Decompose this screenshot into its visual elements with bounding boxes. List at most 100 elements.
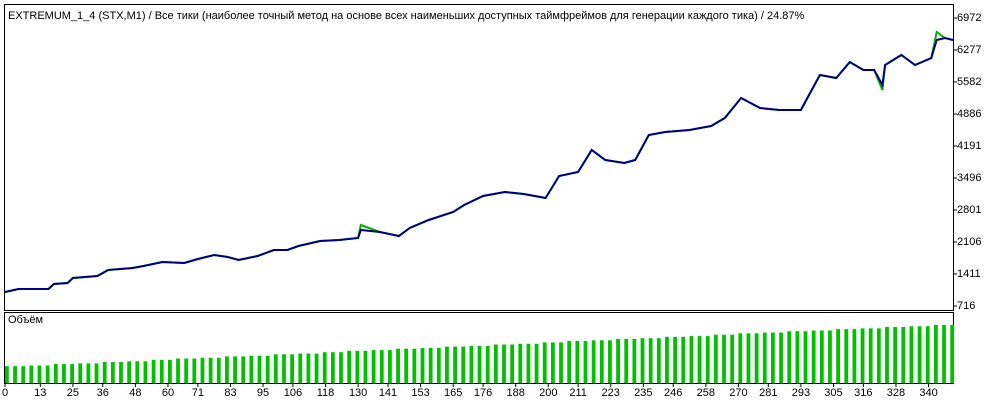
volume-bar <box>176 358 180 383</box>
volume-bar <box>379 350 384 383</box>
volume-bar <box>697 336 702 383</box>
volume-bar <box>640 338 645 383</box>
volume-bar <box>314 353 319 383</box>
volume-bar <box>436 348 441 383</box>
y-tick-label: 3496 <box>957 172 981 184</box>
volume-bar <box>45 365 50 383</box>
volume-bar <box>510 344 515 383</box>
volume-bar <box>110 362 115 383</box>
volume-bar <box>518 343 523 383</box>
volume-bar <box>355 350 360 383</box>
volume-bar <box>868 328 873 383</box>
volume-bar <box>689 336 694 383</box>
volume-bar <box>273 354 278 383</box>
volume-bar <box>893 327 898 383</box>
volume-bar <box>559 342 563 383</box>
volume-bar <box>371 350 376 383</box>
volume-bar <box>167 359 172 383</box>
volume-bar <box>135 361 140 383</box>
volume-bar <box>200 357 205 383</box>
volume-bar <box>616 338 620 383</box>
volume-bar <box>722 334 726 383</box>
volume-bar <box>469 345 474 383</box>
volume-bar <box>461 346 466 383</box>
x-tick-label: 293 <box>792 387 810 399</box>
volume-bar <box>942 324 946 383</box>
x-tick-label: 25 <box>67 387 79 399</box>
x-tick-label: 60 <box>162 387 174 399</box>
y-tick-label: 2801 <box>957 204 981 216</box>
volume-bar <box>502 344 506 383</box>
x-tick-label: 211 <box>569 387 587 399</box>
volume-bar <box>265 355 270 383</box>
volume-bar <box>306 353 311 383</box>
volume-bar <box>428 348 433 383</box>
volume-bar <box>70 364 74 383</box>
volume-bar <box>567 341 572 383</box>
x-tick-label: 235 <box>634 387 652 399</box>
volume-bar <box>909 326 914 383</box>
volume-bar <box>526 343 531 383</box>
volume-bar <box>13 366 17 383</box>
y-tick-label: 2106 <box>957 236 981 248</box>
volume-bar <box>828 330 832 383</box>
volume-bar <box>119 362 123 383</box>
volume-bar <box>876 328 881 383</box>
y-tick-label: 1411 <box>957 268 981 280</box>
volume-bar <box>241 356 246 383</box>
volume-bar <box>249 355 254 383</box>
volume-bar <box>192 358 197 383</box>
x-tick-label: 246 <box>664 387 682 399</box>
volume-bar <box>534 343 539 383</box>
volume-bar <box>396 348 400 383</box>
volume-bar <box>257 355 262 383</box>
volume-bar <box>819 330 824 383</box>
volume-bar <box>225 356 229 383</box>
volume-bar <box>233 356 237 383</box>
volume-bar <box>754 333 759 383</box>
x-tick-label: 223 <box>602 387 620 399</box>
x-tick-label: 48 <box>129 387 141 399</box>
volume-bar <box>485 345 490 383</box>
volume-bar <box>844 329 849 383</box>
x-tick-label: 71 <box>192 387 204 399</box>
x-tick-label: 281 <box>759 387 777 399</box>
x-tick-label: 0 <box>2 387 8 399</box>
volume-bar <box>591 340 596 383</box>
x-tick-label: 176 <box>474 387 492 399</box>
volume-bar <box>53 364 58 383</box>
volume-bar <box>771 332 775 383</box>
x-tick-label: 36 <box>97 387 109 399</box>
volume-bar <box>493 344 498 383</box>
volume-title: Объём <box>8 314 43 326</box>
volume-bar <box>811 330 816 383</box>
x-tick-label: 153 <box>411 387 429 399</box>
x-tick-label: 95 <box>257 387 269 399</box>
volume-bar <box>852 329 857 383</box>
volume-bar <box>738 333 743 383</box>
volume-bar <box>762 332 767 383</box>
volume-bar <box>950 324 955 383</box>
x-tick-label: 165 <box>444 387 462 399</box>
volume-bar <box>803 331 808 383</box>
volume-bar <box>102 362 107 383</box>
volume-bar <box>282 354 286 383</box>
volume-bar <box>477 345 482 383</box>
volume-bar <box>37 365 42 383</box>
volume-bar <box>673 336 678 383</box>
volume-bar <box>632 338 637 383</box>
x-tick-label: 141 <box>379 387 397 399</box>
y-tick-label: 6972 <box>957 12 981 24</box>
volume-bar <box>746 333 751 383</box>
volume-bar <box>901 327 906 383</box>
volume-bar <box>94 363 99 383</box>
volume-bar <box>787 331 792 383</box>
x-tick-label: 270 <box>729 387 747 399</box>
volume-bar <box>388 350 392 383</box>
volume-bar <box>330 352 335 383</box>
y-tick-label: 6277 <box>957 44 981 56</box>
volume-bar <box>656 338 661 383</box>
x-tick-label: 118 <box>317 387 335 399</box>
volume-bar <box>575 341 580 383</box>
